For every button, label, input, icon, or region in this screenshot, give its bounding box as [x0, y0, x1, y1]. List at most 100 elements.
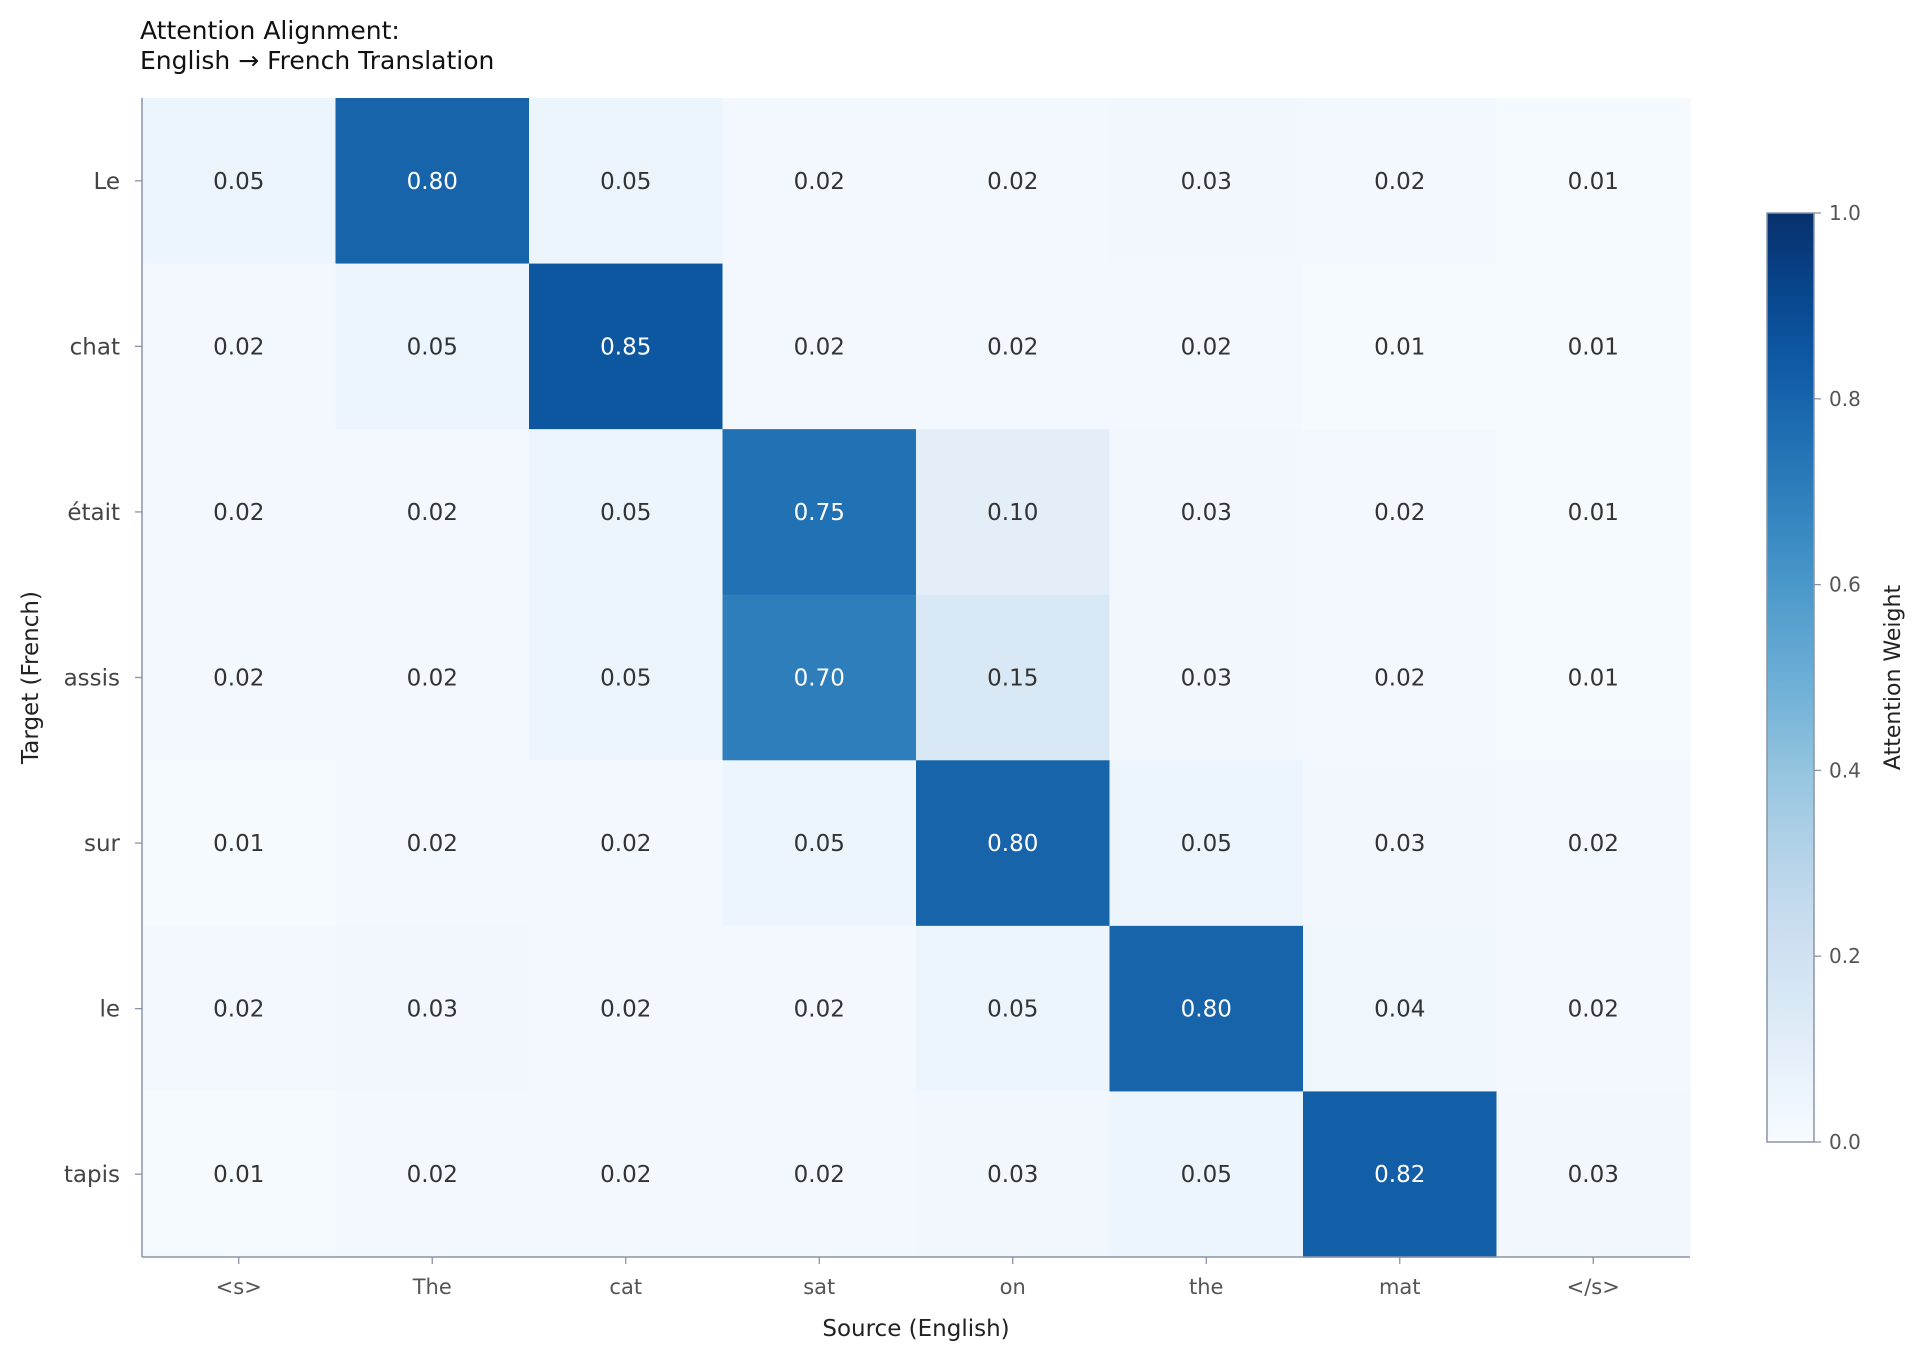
cell-value-label-r6-c2: 0.02: [600, 1162, 651, 1188]
heatmap-cell-r4-c0: [142, 760, 337, 927]
x-tick-label-4: on: [1000, 1275, 1026, 1299]
heatmap-cell-r4-c2: [529, 760, 724, 927]
colorbar-tick-label-5: 1.0: [1829, 201, 1861, 225]
heatmap-cell-r3-c3: [722, 594, 917, 761]
heatmap-cell-r0-c6: [1303, 98, 1498, 265]
cell-value-label-r6-c6: 0.82: [1374, 1162, 1425, 1188]
y-tick-label-6: tapis: [64, 1162, 120, 1188]
heatmap-cell-r5-c5: [1109, 925, 1304, 1093]
cell-value-label-r2-c0: 0.02: [213, 500, 264, 526]
chart-title-line-2: English → French Translation: [140, 46, 494, 75]
heatmap-cell-r3-c7: [1496, 594, 1691, 761]
colorbar-label: Attention Weight: [1881, 585, 1906, 771]
cell-value-label-r4-c7: 0.02: [1568, 831, 1619, 857]
cell-value-label-r5-c0: 0.02: [213, 997, 264, 1023]
colorbar-tick-label-2: 0.4: [1829, 758, 1861, 782]
heatmap-cell-r5-c7: [1496, 925, 1691, 1093]
heatmap-cell-r0-c1: [335, 98, 530, 265]
y-axis-title: Target (French): [18, 591, 44, 765]
cell-value-label-r6-c3: 0.02: [794, 1162, 845, 1188]
heatmap-cell-r3-c0: [142, 594, 337, 761]
heatmap-cell-r5-c6: [1303, 925, 1498, 1093]
cell-value-label-r3-c5: 0.03: [1181, 666, 1232, 692]
cell-value-label-r4-c5: 0.05: [1181, 831, 1232, 857]
cell-value-label-r6-c7: 0.03: [1568, 1162, 1619, 1188]
heatmap-cell-r5-c1: [335, 925, 530, 1093]
cell-value-label-r0-c1: 0.80: [407, 169, 458, 195]
heatmap-cell-r2-c7: [1496, 429, 1691, 596]
heatmap-cell-r0-c0: [142, 98, 337, 265]
cell-value-label-r6-c4: 0.03: [987, 1162, 1038, 1188]
cell-value-label-r4-c4: 0.80: [987, 831, 1038, 857]
heatmap-cell-r2-c1: [335, 429, 530, 596]
x-tick-label-5: the: [1189, 1275, 1223, 1299]
x-tick-label-6: mat: [1379, 1275, 1421, 1299]
heatmap-cell-r0-c5: [1109, 98, 1304, 265]
cell-value-label-r2-c3: 0.75: [794, 500, 845, 526]
cell-value-label-r2-c5: 0.03: [1181, 500, 1232, 526]
cell-value-label-r3-c3: 0.70: [794, 666, 845, 692]
heatmap-cell-r2-c0: [142, 429, 337, 596]
heatmap-cell-r4-c6: [1303, 760, 1498, 927]
cell-value-label-r5-c4: 0.05: [987, 997, 1038, 1023]
cell-value-label-r1-c7: 0.01: [1568, 334, 1619, 360]
cell-value-label-r3-c1: 0.02: [407, 666, 458, 692]
heatmap-cell-r0-c4: [916, 98, 1111, 265]
heatmap-cell-r2-c6: [1303, 429, 1498, 596]
heatmap-cell-r6-c7: [1496, 1091, 1691, 1258]
cell-value-label-r2-c4: 0.10: [987, 500, 1038, 526]
heatmap-cell-r5-c3: [722, 925, 917, 1093]
heatmap-cell-r1-c7: [1496, 263, 1691, 430]
cell-value-label-r3-c4: 0.15: [987, 666, 1038, 692]
cell-value-label-r4-c2: 0.02: [600, 831, 651, 857]
heatmap-cell-r2-c3: [722, 429, 917, 596]
heatmap-cell-r5-c2: [529, 925, 724, 1093]
heatmap-cell-r2-c5: [1109, 429, 1304, 596]
cell-value-label-r2-c7: 0.01: [1568, 500, 1619, 526]
heatmap-cell-r3-c1: [335, 594, 530, 761]
cell-value-label-r2-c1: 0.02: [407, 500, 458, 526]
heatmap-cell-r6-c5: [1109, 1091, 1304, 1258]
heatmap-cell-r5-c4: [916, 925, 1111, 1093]
heatmap-cell-r4-c3: [722, 760, 917, 927]
heatmap-cell-r6-c1: [335, 1091, 530, 1258]
cell-value-label-r5-c7: 0.02: [1568, 997, 1619, 1023]
colorbar-tick-label-4: 0.8: [1829, 387, 1861, 411]
cell-value-label-r1-c5: 0.02: [1181, 334, 1232, 360]
heatmap-cell-r1-c5: [1109, 263, 1304, 430]
heatmap-cell-r1-c6: [1303, 263, 1498, 430]
y-tick-label-3: assis: [64, 666, 120, 692]
cell-value-label-r3-c6: 0.02: [1374, 666, 1425, 692]
cell-value-label-r3-c7: 0.01: [1568, 666, 1619, 692]
cell-value-label-r1-c4: 0.02: [987, 334, 1038, 360]
x-tick-label-7: </s>: [1567, 1275, 1620, 1299]
heatmap-cell-r4-c1: [335, 760, 530, 927]
cell-value-label-r1-c3: 0.02: [794, 334, 845, 360]
cell-value-label-r2-c6: 0.02: [1374, 500, 1425, 526]
heatmap-cell-r6-c6: [1303, 1091, 1498, 1258]
cell-value-label-r4-c1: 0.02: [407, 831, 458, 857]
heatmap-cell-r1-c1: [335, 263, 530, 430]
x-tick-label-1: The: [412, 1275, 452, 1299]
heatmap-cell-r0-c2: [529, 98, 724, 265]
cell-value-label-r0-c2: 0.05: [600, 169, 651, 195]
heatmap-cell-r6-c4: [916, 1091, 1111, 1258]
heatmap-cell-r4-c5: [1109, 760, 1304, 927]
cell-value-label-r3-c2: 0.05: [600, 666, 651, 692]
heatmap-cell-r3-c4: [916, 594, 1111, 761]
cell-value-label-r6-c1: 0.02: [407, 1162, 458, 1188]
cell-value-label-r0-c0: 0.05: [213, 169, 264, 195]
cell-value-label-r1-c6: 0.01: [1374, 334, 1425, 360]
heatmap-cell-r6-c3: [722, 1091, 917, 1258]
x-tick-label-0: <s>: [216, 1275, 262, 1299]
cell-value-label-r1-c2: 0.85: [600, 334, 651, 360]
heatmap-cell-r1-c2: [529, 263, 724, 430]
colorbar-gradient: [1766, 212, 1815, 1143]
cell-value-label-r0-c3: 0.02: [794, 169, 845, 195]
heatmap-cell-r6-c0: [142, 1091, 337, 1258]
cell-value-label-r6-c5: 0.05: [1181, 1162, 1232, 1188]
heatmap-cell-r4-c7: [1496, 760, 1691, 927]
colorbar-tick-label-1: 0.2: [1829, 944, 1861, 968]
